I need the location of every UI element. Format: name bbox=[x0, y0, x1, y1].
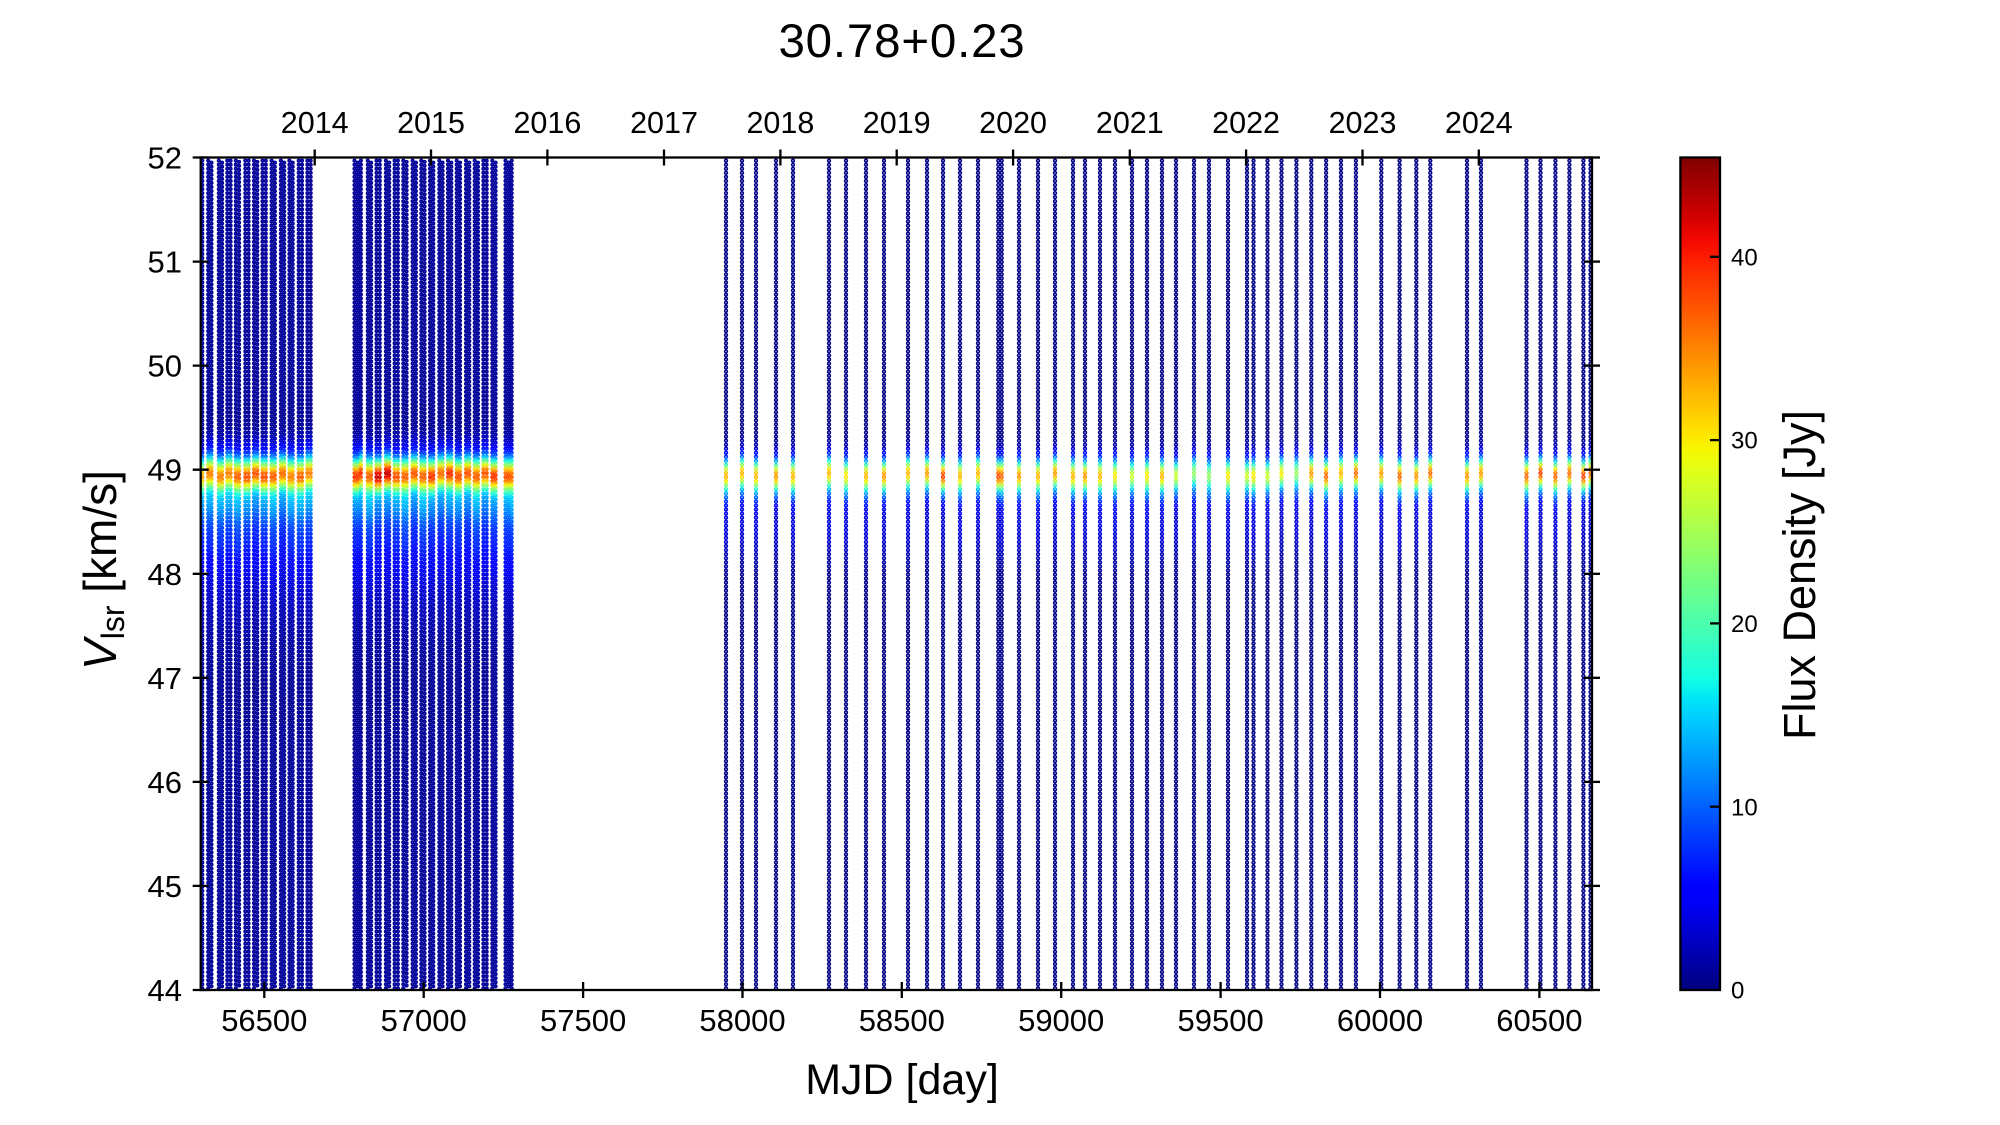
svg-text:2021: 2021 bbox=[1096, 106, 1164, 140]
svg-text:2014: 2014 bbox=[281, 106, 349, 140]
svg-text:47: 47 bbox=[148, 661, 182, 696]
svg-text:2023: 2023 bbox=[1329, 106, 1397, 140]
svg-text:2015: 2015 bbox=[397, 106, 465, 140]
svg-text:2024: 2024 bbox=[1445, 106, 1513, 140]
svg-text:60000: 60000 bbox=[1337, 1003, 1423, 1038]
svg-text:57000: 57000 bbox=[381, 1003, 467, 1038]
svg-text:44: 44 bbox=[148, 973, 182, 1008]
svg-text:58500: 58500 bbox=[859, 1003, 945, 1038]
svg-text:30.78+0.23: 30.78+0.23 bbox=[778, 15, 1025, 68]
svg-text:59500: 59500 bbox=[1177, 1003, 1263, 1038]
svg-text:Flux Density [Jy]: Flux Density [Jy] bbox=[1774, 410, 1825, 740]
svg-text:58000: 58000 bbox=[699, 1003, 785, 1038]
svg-text:40: 40 bbox=[1731, 244, 1758, 271]
svg-text:2017: 2017 bbox=[630, 106, 698, 140]
svg-text:60500: 60500 bbox=[1496, 1003, 1582, 1038]
svg-text:2019: 2019 bbox=[863, 106, 931, 140]
svg-text:52: 52 bbox=[148, 141, 182, 176]
svg-text:45: 45 bbox=[148, 869, 182, 904]
svg-text:2022: 2022 bbox=[1212, 106, 1280, 140]
svg-text:46: 46 bbox=[148, 765, 182, 800]
svg-text:2016: 2016 bbox=[513, 106, 581, 140]
svg-text:49: 49 bbox=[148, 453, 182, 488]
svg-text:Vlsr [km/s]: Vlsr [km/s] bbox=[74, 470, 131, 670]
svg-text:30: 30 bbox=[1731, 428, 1758, 455]
svg-text:51: 51 bbox=[148, 245, 182, 280]
svg-text:20: 20 bbox=[1731, 611, 1758, 638]
svg-text:10: 10 bbox=[1731, 794, 1758, 821]
svg-text:57500: 57500 bbox=[540, 1003, 626, 1038]
svg-text:0: 0 bbox=[1731, 978, 1744, 1005]
svg-text:2020: 2020 bbox=[979, 106, 1047, 140]
svg-text:56500: 56500 bbox=[221, 1003, 307, 1038]
svg-text:50: 50 bbox=[148, 349, 182, 384]
svg-text:2018: 2018 bbox=[746, 106, 814, 140]
svg-text:MJD [day]: MJD [day] bbox=[805, 1056, 999, 1104]
svg-text:59000: 59000 bbox=[1018, 1003, 1104, 1038]
svg-text:48: 48 bbox=[148, 557, 182, 592]
